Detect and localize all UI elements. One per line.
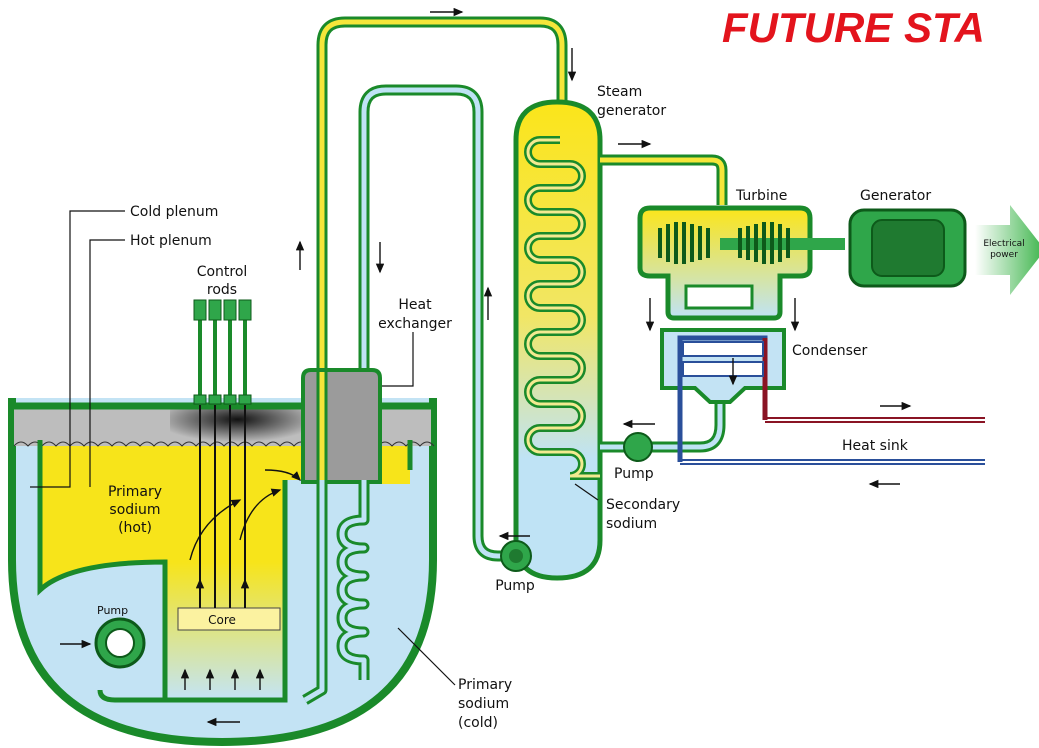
- steam-pipes-part: [600, 160, 722, 205]
- turbine-part: [686, 286, 752, 308]
- steam-generator: [516, 102, 600, 578]
- steam-pipes-part: [624, 433, 652, 461]
- reactor-diagram: FUTURE STA: [0, 0, 1039, 748]
- control-rods-part: [200, 318, 245, 400]
- generator-part: [872, 220, 944, 276]
- electrical-power-label: power: [990, 250, 1018, 260]
- steam-generator-label: Steam: [597, 84, 642, 100]
- control-rods-label: Control: [197, 264, 248, 280]
- pump-label: Pump: [614, 466, 654, 482]
- pump-label: Pump: [495, 578, 535, 594]
- steam-pipes-part: [600, 400, 720, 447]
- cold-plenum-label: Cold plenum: [130, 204, 218, 220]
- turbine: [640, 208, 845, 318]
- control-rods-part-part: [224, 300, 236, 320]
- secondary-sodium-label: sodium: [606, 516, 657, 532]
- heat-sink-label: Heat sink: [842, 438, 909, 454]
- steam-pipes-part: [600, 160, 722, 205]
- pumps-part: [106, 629, 134, 657]
- reactor-vessel-part: [170, 408, 305, 446]
- control-rods-part: [194, 300, 251, 404]
- turbine-label: Turbine: [735, 188, 787, 204]
- steam-generator-label: generator: [597, 103, 666, 119]
- heat-exchanger-label: exchanger: [378, 316, 452, 332]
- leader-lines-part: [382, 332, 413, 386]
- control-rods-part-part: [209, 395, 221, 404]
- primary-sodium-hot-label: Primary: [108, 484, 162, 500]
- core-label: Core: [208, 613, 236, 627]
- heat-exchanger-label: Heat: [398, 297, 432, 313]
- condenser-part: [683, 342, 763, 356]
- control-rods-part-part: [209, 300, 221, 320]
- primary-sodium-hot-label: sodium: [109, 502, 160, 518]
- page-title: FUTURE STA: [722, 4, 985, 51]
- electrical-power-label: Electrical: [983, 239, 1024, 249]
- primary-sodium-hot-label: (hot): [118, 520, 152, 536]
- steam-pipes-part: [600, 400, 720, 447]
- heat-exchanger-part: [303, 370, 380, 482]
- control-rods-label: rods: [207, 282, 237, 298]
- control-rods-part-part: [194, 395, 206, 404]
- generator: Electrical power: [850, 205, 1039, 295]
- pump-label: Pump: [97, 604, 128, 617]
- primary-sodium-cold-label: (cold): [458, 715, 498, 731]
- control-rods-part-part: [239, 300, 251, 320]
- condenser-label: Condenser: [792, 343, 867, 359]
- control-rods-part-part: [194, 300, 206, 320]
- control-rods-part-part: [239, 395, 251, 404]
- reactor-vessel-part: [380, 446, 410, 484]
- hot-plenum-label: Hot plenum: [130, 233, 212, 249]
- primary-sodium-cold-label: Primary: [458, 677, 512, 693]
- secondary-sodium-label: Secondary: [606, 497, 680, 513]
- primary-sodium-cold-label: sodium: [458, 696, 509, 712]
- generator-label: Generator: [860, 188, 931, 204]
- condenser-part: [683, 362, 763, 376]
- pumps-part: [509, 549, 523, 563]
- control-rods-part-part: [224, 395, 236, 404]
